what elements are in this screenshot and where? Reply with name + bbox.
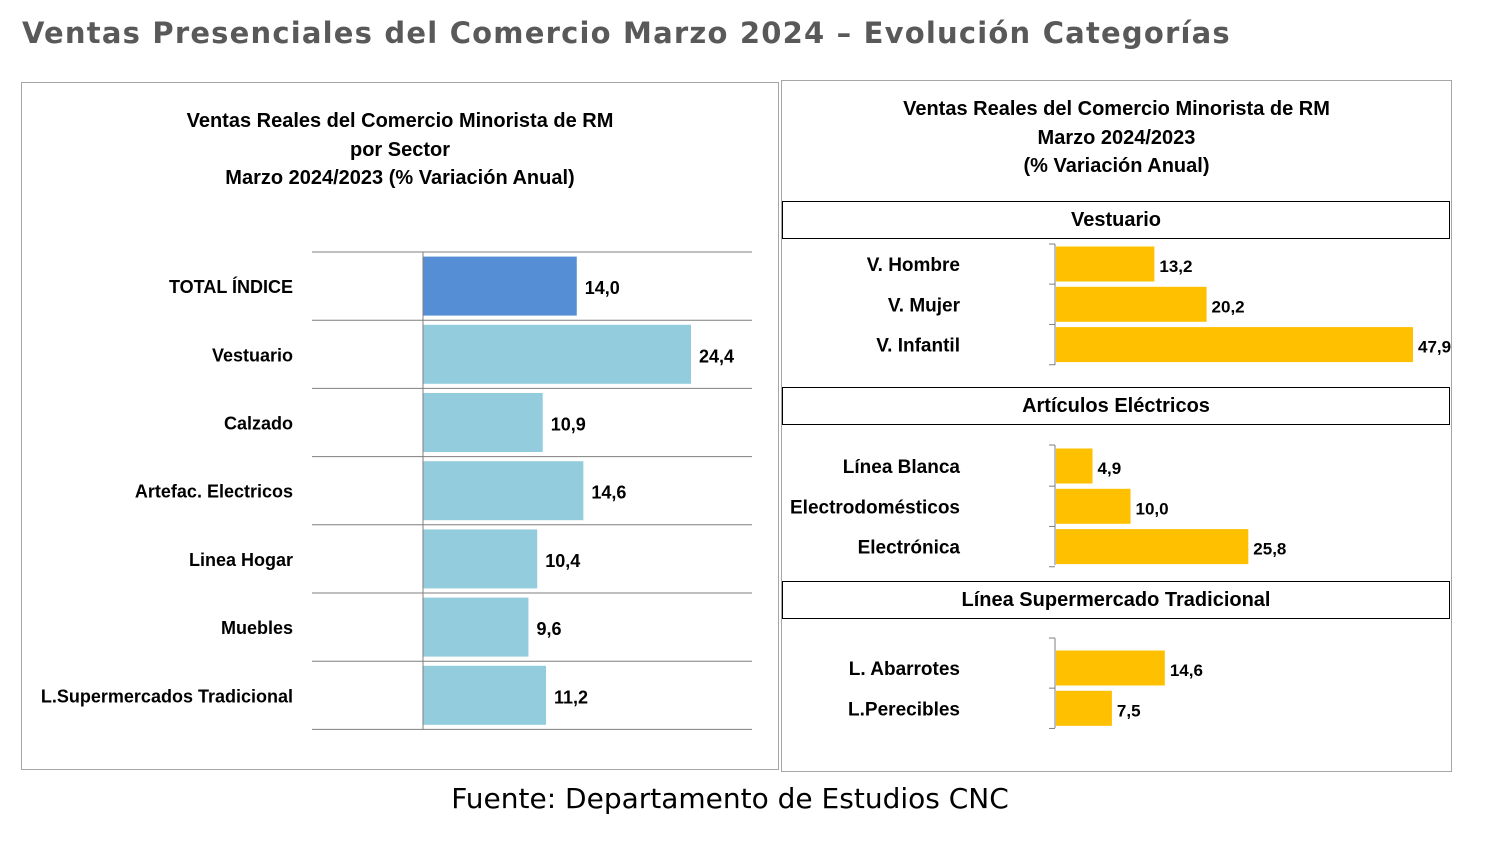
category-chart-title-line-2: Marzo 2024/2023 xyxy=(1037,126,1196,149)
category-label-v-mujer: V. Mujer xyxy=(888,295,961,316)
sector-chart-title: Ventas Reales del Comercio Minorista de … xyxy=(22,107,778,193)
category-chart-title: Ventas Reales del Comercio Minorista de … xyxy=(782,95,1451,181)
bar-v-hombre xyxy=(1056,246,1155,282)
category-chart-plot: V. Hombre 13,2 V. Mujer 20,2 V. Infantil 47,9… xyxy=(790,243,1451,729)
bar-v-infantil xyxy=(1056,327,1413,363)
category-label-l-supermercados-tradicional: L.Supermercados Tradicional xyxy=(41,686,293,706)
sector-chart-title-line-2: por Sector xyxy=(349,138,451,161)
bar-calzado xyxy=(423,393,543,452)
category-chart-panel: Ventas Reales del Comercio Minorista de … xyxy=(781,80,1452,772)
category-label-linea-hogar: Linea Hogar xyxy=(189,550,293,570)
data-label-artefac-electricos: 14,6 xyxy=(591,483,626,503)
data-label-v-hombre: 13,2 xyxy=(1159,257,1192,276)
data-label-muebles: 9,6 xyxy=(536,619,561,639)
bar-linea-blanca xyxy=(1056,448,1093,484)
data-label-v-mujer: 20,2 xyxy=(1212,297,1245,316)
data-label-l-perecibles: 7,5 xyxy=(1117,701,1141,720)
bar-electrodomesticos xyxy=(1056,488,1131,524)
bar-muebles xyxy=(423,597,529,657)
sector-chart-plot: TOTAL ÍNDICE 14,0 Vestuario 24,4 Calzado 10,9… xyxy=(41,251,752,730)
bar-l-abarrotes xyxy=(1056,650,1165,686)
category-chart-title-line-1: Ventas Reales del Comercio Minorista de … xyxy=(903,98,1330,120)
data-label-vestuario: 24,4 xyxy=(699,346,734,366)
bar-v-mujer xyxy=(1056,286,1207,322)
category-label-vestuario: Vestuario xyxy=(212,345,293,365)
bar-vestuario xyxy=(423,324,691,384)
bar-linea-hogar xyxy=(423,529,538,589)
category-label-l-perecibles: L.Perecibles xyxy=(848,699,960,720)
sector-chart-title-line-3: Marzo 2024/2023 (% Variación Anual) xyxy=(225,167,575,189)
page-title: Ventas Presenciales del Comercio Marzo 2… xyxy=(22,16,1231,50)
group-header-vestuario: Vestuario xyxy=(782,201,1450,239)
category-label-electronica: Electrónica xyxy=(858,538,961,559)
category-label-v-hombre: V. Hombre xyxy=(867,255,960,276)
category-label-calzado: Calzado xyxy=(224,414,293,434)
sector-chart-title-line-1: Ventas Reales del Comercio Minorista de … xyxy=(186,110,614,132)
category-label-electrodomesticos: Electrodomésticos xyxy=(790,497,960,518)
data-label-electrodomesticos: 10,0 xyxy=(1136,499,1169,518)
data-label-linea-blanca: 4,9 xyxy=(1098,459,1122,478)
bar-l-supermercados-tradicional xyxy=(423,665,547,725)
source-note: Fuente: Departamento de Estudios CNC xyxy=(451,782,1009,815)
category-label-v-infantil: V. Infantil xyxy=(876,336,960,357)
category-chart-title-line-3: (% Variación Anual) xyxy=(1023,155,1210,177)
data-label-l-supermercados-tradicional: 11,2 xyxy=(554,687,588,707)
group-header-supermercado-tradicional: Línea Supermercado Tradicional xyxy=(782,581,1450,619)
bar-total-indice xyxy=(423,256,577,316)
data-label-total-indice: 14,0 xyxy=(585,278,620,298)
sector-chart-panel: Ventas Reales del Comercio Minorista de … xyxy=(21,82,779,770)
category-label-muebles: Muebles xyxy=(221,618,293,638)
category-label-total-indice: TOTAL ÍNDICE xyxy=(169,276,293,297)
category-label-l-abarrotes: L. Abarrotes xyxy=(849,659,960,680)
data-label-l-abarrotes: 14,6 xyxy=(1170,661,1203,680)
data-label-electronica: 25,8 xyxy=(1253,540,1286,559)
bar-artefac-electricos xyxy=(423,461,584,521)
data-label-linea-hogar: 10,4 xyxy=(545,551,580,571)
category-label-linea-blanca: Línea Blanca xyxy=(843,457,961,478)
bar-l-perecibles xyxy=(1056,690,1112,726)
bar-electronica xyxy=(1056,529,1249,565)
category-label-artefac-electricos: Artefac. Electricos xyxy=(135,482,293,502)
data-label-v-infantil: 47,9 xyxy=(1418,338,1451,357)
group-header-articulos-electricos: Artículos Eléctricos xyxy=(782,387,1450,425)
data-label-calzado: 10,9 xyxy=(551,415,586,435)
